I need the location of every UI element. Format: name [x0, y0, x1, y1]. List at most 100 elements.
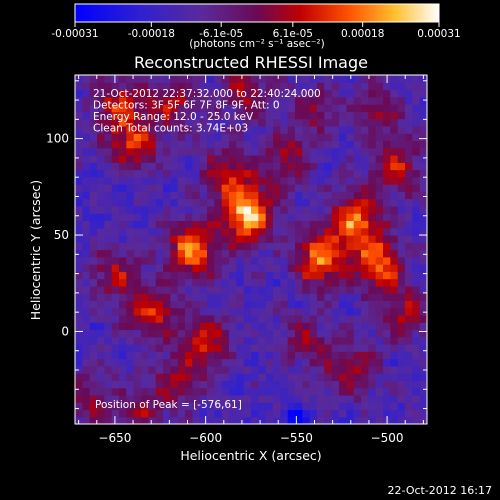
- heatmap-cell: [82, 154, 91, 163]
- heatmap-cell: [119, 271, 127, 280]
- heatmap-cell: [214, 169, 223, 178]
- heatmap-cell: [390, 133, 399, 142]
- heatmap-cell: [295, 205, 303, 214]
- heatmap-cell: [339, 344, 347, 352]
- heatmap-cell: [185, 191, 193, 200]
- heatmap-cell: [243, 89, 252, 98]
- heatmap-cell: [405, 140, 413, 149]
- heatmap-cell: [141, 198, 149, 207]
- heatmap-cell: [309, 75, 318, 83]
- heatmap-cell: [192, 213, 201, 222]
- heatmap-cell: [390, 380, 399, 389]
- heatmap-cell: [287, 387, 296, 396]
- heatmap-cell: [221, 358, 230, 367]
- heatmap-cell: [258, 365, 267, 374]
- heatmap-cell: [375, 234, 384, 243]
- heatmap-cell: [412, 234, 421, 243]
- heatmap-cell: [273, 118, 281, 127]
- heatmap-cell: [243, 278, 252, 287]
- heatmap-cell: [353, 213, 362, 222]
- heatmap-cell: [331, 220, 340, 229]
- heatmap-cell: [287, 169, 296, 178]
- heatmap-cell: [104, 256, 113, 265]
- heatmap-cell: [199, 358, 208, 367]
- heatmap-cell: [89, 271, 98, 280]
- heatmap-cell: [273, 154, 281, 163]
- heatmap-cell: [221, 409, 230, 418]
- heatmap-cell: [287, 256, 296, 265]
- heatmap-cell: [177, 329, 186, 338]
- heatmap-cell: [287, 402, 296, 411]
- heatmap-cell: [82, 213, 91, 222]
- heatmap-cell: [258, 373, 267, 381]
- heatmap-cell: [89, 300, 98, 309]
- heatmap-cell: [89, 154, 98, 163]
- heatmap-cell: [177, 242, 186, 251]
- heatmap-cell: [390, 154, 399, 163]
- heatmap-cell: [287, 336, 296, 345]
- heatmap-cell: [126, 358, 135, 367]
- heatmap-cell: [251, 133, 259, 142]
- heatmap-cell: [331, 329, 340, 338]
- heatmap-cell: [309, 336, 318, 345]
- heatmap-cell: [221, 402, 230, 411]
- heatmap-cell: [207, 285, 215, 294]
- heatmap-cell: [82, 336, 91, 345]
- heatmap-cell: [229, 344, 237, 352]
- heatmap-cell: [375, 351, 384, 360]
- heatmap-cell: [89, 234, 98, 243]
- heatmap-cell: [405, 125, 413, 134]
- heatmap-cell: [126, 336, 135, 345]
- heatmap-cell: [192, 336, 201, 345]
- heatmap-cell: [339, 198, 347, 207]
- heatmap-cell: [361, 278, 369, 287]
- heatmap-cell: [273, 205, 281, 214]
- heatmap-cell: [155, 271, 164, 280]
- heatmap-cell: [229, 293, 237, 301]
- heatmap-cell: [390, 147, 399, 156]
- heatmap-cell: [229, 256, 237, 265]
- heatmap-cell: [309, 82, 318, 91]
- heatmap-cell: [368, 358, 377, 367]
- heatmap-cell: [339, 300, 347, 309]
- heatmap-cell: [375, 314, 384, 323]
- heatmap-cell: [405, 344, 413, 352]
- heatmap-cell: [280, 344, 289, 352]
- heatmap-cell: [368, 133, 377, 142]
- heatmap-cell: [192, 242, 201, 251]
- heatmap-cell: [287, 75, 296, 83]
- heatmap-cell: [295, 358, 303, 367]
- heatmap-cell: [75, 264, 83, 272]
- heatmap-cell: [280, 300, 289, 309]
- heatmap-cell: [375, 82, 384, 91]
- heatmap-cell: [375, 380, 384, 389]
- heatmap-cell: [346, 205, 355, 214]
- heatmap-cell: [199, 329, 208, 338]
- heatmap-cell: [104, 300, 113, 309]
- heatmap-cell: [185, 285, 193, 294]
- heatmap-cell: [155, 140, 164, 149]
- heatmap-cell: [361, 154, 369, 163]
- heatmap-cell: [89, 336, 98, 345]
- heatmap-cell: [229, 89, 237, 98]
- heatmap-cell: [412, 387, 421, 396]
- heatmap-cell: [353, 329, 362, 338]
- heatmap-cell: [236, 169, 245, 178]
- heatmap-cell: [89, 365, 98, 374]
- heatmap-cell: [177, 336, 186, 345]
- heatmap-cell: [126, 96, 135, 105]
- heatmap-cell: [390, 322, 399, 331]
- heatmap-cell: [397, 336, 406, 345]
- heatmap-cell: [273, 198, 281, 207]
- heatmap-cell: [280, 198, 289, 207]
- heatmap-cell: [148, 133, 157, 142]
- heatmap-cell: [346, 336, 355, 345]
- heatmap-cell: [405, 111, 413, 120]
- heatmap-cell: [280, 380, 289, 389]
- heatmap-cell: [75, 242, 83, 251]
- heatmap-cell: [163, 198, 171, 207]
- heatmap-cell: [346, 82, 355, 91]
- heatmap-cell: [221, 387, 230, 396]
- heatmap-cell: [133, 147, 142, 156]
